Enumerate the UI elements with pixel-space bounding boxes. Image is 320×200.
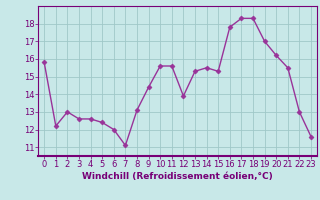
X-axis label: Windchill (Refroidissement éolien,°C): Windchill (Refroidissement éolien,°C) (82, 172, 273, 181)
